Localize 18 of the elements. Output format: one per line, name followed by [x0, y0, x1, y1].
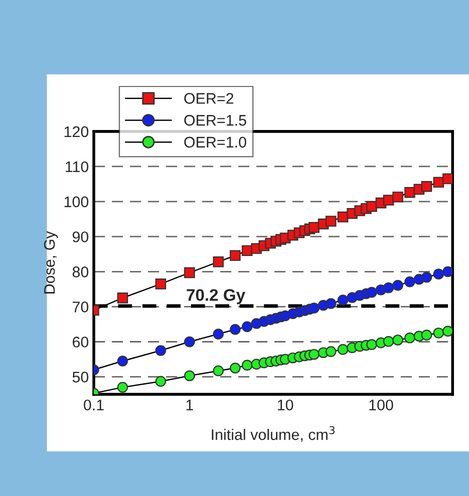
ref-line-label: 70.2 Gy — [186, 289, 246, 304]
y-tick-label: 50 — [72, 372, 88, 382]
y-tick-label: 70 — [72, 302, 88, 312]
y-tick-label: 60 — [72, 336, 88, 348]
x-axis-title: Initial volume, cm$^{3}$ — [212, 426, 335, 442]
legend-label: OER=2 — [184, 93, 234, 104]
legend-label: OER=1.0 — [184, 136, 246, 148]
x-tick-label: 100 — [369, 400, 394, 410]
x-tick-label: 0.1 — [84, 400, 104, 410]
y-tick-label: 110 — [66, 161, 88, 172]
x-tick-label: 1 — [186, 400, 194, 410]
x-tick-label: 10 — [278, 400, 294, 410]
legend-label: OER=1.5 — [184, 114, 246, 126]
y-axis-title: Dose, Gy — [44, 231, 58, 294]
y-tick-label: 120 — [64, 126, 88, 138]
y-tick-label: 90 — [72, 231, 88, 242]
y-tick-label: 100 — [64, 196, 88, 208]
y-tick-label: 80 — [72, 266, 88, 278]
